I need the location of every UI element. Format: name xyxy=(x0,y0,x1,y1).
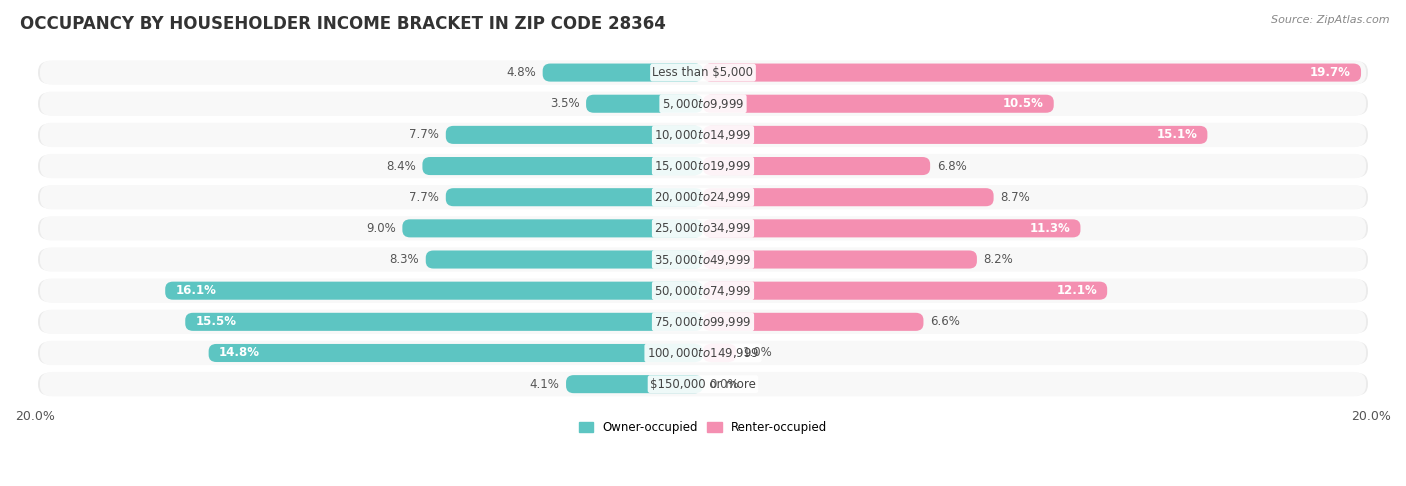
FancyBboxPatch shape xyxy=(703,313,924,331)
Text: 7.7%: 7.7% xyxy=(409,191,439,204)
Text: $25,000 to $34,999: $25,000 to $34,999 xyxy=(654,221,752,235)
Text: 4.8%: 4.8% xyxy=(506,66,536,79)
FancyBboxPatch shape xyxy=(166,281,703,300)
FancyBboxPatch shape xyxy=(446,126,703,144)
FancyBboxPatch shape xyxy=(703,95,1053,113)
Text: 8.2%: 8.2% xyxy=(984,253,1014,266)
Text: 1.0%: 1.0% xyxy=(744,347,773,360)
Text: $150,000 or more: $150,000 or more xyxy=(650,378,756,391)
Text: 4.1%: 4.1% xyxy=(530,378,560,391)
Text: $15,000 to $19,999: $15,000 to $19,999 xyxy=(654,159,752,173)
Text: 6.6%: 6.6% xyxy=(931,315,960,329)
Text: 11.3%: 11.3% xyxy=(1029,222,1070,235)
Text: Source: ZipAtlas.com: Source: ZipAtlas.com xyxy=(1271,15,1389,25)
FancyBboxPatch shape xyxy=(39,60,1367,85)
Text: 0.0%: 0.0% xyxy=(710,378,740,391)
Text: 9.0%: 9.0% xyxy=(366,222,395,235)
FancyBboxPatch shape xyxy=(39,341,1367,365)
FancyBboxPatch shape xyxy=(37,184,1369,210)
FancyBboxPatch shape xyxy=(39,310,1367,334)
FancyBboxPatch shape xyxy=(567,375,703,393)
FancyBboxPatch shape xyxy=(37,247,1369,272)
Text: 8.4%: 8.4% xyxy=(387,159,416,173)
FancyBboxPatch shape xyxy=(37,278,1369,303)
FancyBboxPatch shape xyxy=(37,153,1369,179)
Text: Less than $5,000: Less than $5,000 xyxy=(652,66,754,79)
FancyBboxPatch shape xyxy=(37,91,1369,117)
FancyBboxPatch shape xyxy=(39,123,1367,147)
FancyBboxPatch shape xyxy=(426,250,703,269)
FancyBboxPatch shape xyxy=(39,216,1367,241)
Text: 10.5%: 10.5% xyxy=(1002,97,1043,110)
FancyBboxPatch shape xyxy=(703,281,1107,300)
Text: 8.3%: 8.3% xyxy=(389,253,419,266)
Text: 3.5%: 3.5% xyxy=(550,97,579,110)
FancyBboxPatch shape xyxy=(543,64,703,82)
FancyBboxPatch shape xyxy=(586,95,703,113)
Text: 8.7%: 8.7% xyxy=(1000,191,1031,204)
Text: $5,000 to $9,999: $5,000 to $9,999 xyxy=(662,97,744,111)
Text: 15.5%: 15.5% xyxy=(195,315,236,329)
FancyBboxPatch shape xyxy=(703,219,1080,237)
FancyBboxPatch shape xyxy=(39,247,1367,272)
FancyBboxPatch shape xyxy=(703,344,737,362)
FancyBboxPatch shape xyxy=(37,60,1369,86)
FancyBboxPatch shape xyxy=(703,157,931,175)
Text: 19.7%: 19.7% xyxy=(1310,66,1351,79)
FancyBboxPatch shape xyxy=(37,216,1369,241)
FancyBboxPatch shape xyxy=(39,185,1367,209)
Text: $100,000 to $149,999: $100,000 to $149,999 xyxy=(647,346,759,360)
FancyBboxPatch shape xyxy=(186,313,703,331)
Text: $50,000 to $74,999: $50,000 to $74,999 xyxy=(654,284,752,297)
Text: OCCUPANCY BY HOUSEHOLDER INCOME BRACKET IN ZIP CODE 28364: OCCUPANCY BY HOUSEHOLDER INCOME BRACKET … xyxy=(20,15,665,33)
Text: 6.8%: 6.8% xyxy=(936,159,966,173)
FancyBboxPatch shape xyxy=(39,278,1367,303)
Text: $35,000 to $49,999: $35,000 to $49,999 xyxy=(654,253,752,266)
Text: 16.1%: 16.1% xyxy=(176,284,217,297)
FancyBboxPatch shape xyxy=(446,188,703,206)
FancyBboxPatch shape xyxy=(39,154,1367,178)
FancyBboxPatch shape xyxy=(39,91,1367,116)
FancyBboxPatch shape xyxy=(703,126,1208,144)
FancyBboxPatch shape xyxy=(422,157,703,175)
FancyBboxPatch shape xyxy=(37,371,1369,397)
FancyBboxPatch shape xyxy=(402,219,703,237)
Text: 12.1%: 12.1% xyxy=(1056,284,1097,297)
Text: $75,000 to $99,999: $75,000 to $99,999 xyxy=(654,315,752,329)
FancyBboxPatch shape xyxy=(703,250,977,269)
FancyBboxPatch shape xyxy=(208,344,703,362)
FancyBboxPatch shape xyxy=(37,309,1369,334)
FancyBboxPatch shape xyxy=(703,188,994,206)
FancyBboxPatch shape xyxy=(37,340,1369,366)
FancyBboxPatch shape xyxy=(703,64,1361,82)
Text: 15.1%: 15.1% xyxy=(1157,128,1198,141)
Text: $10,000 to $14,999: $10,000 to $14,999 xyxy=(654,128,752,142)
Text: 14.8%: 14.8% xyxy=(219,347,260,360)
FancyBboxPatch shape xyxy=(37,122,1369,148)
Legend: Owner-occupied, Renter-occupied: Owner-occupied, Renter-occupied xyxy=(574,417,832,439)
Text: 7.7%: 7.7% xyxy=(409,128,439,141)
FancyBboxPatch shape xyxy=(39,372,1367,396)
Text: $20,000 to $24,999: $20,000 to $24,999 xyxy=(654,190,752,204)
